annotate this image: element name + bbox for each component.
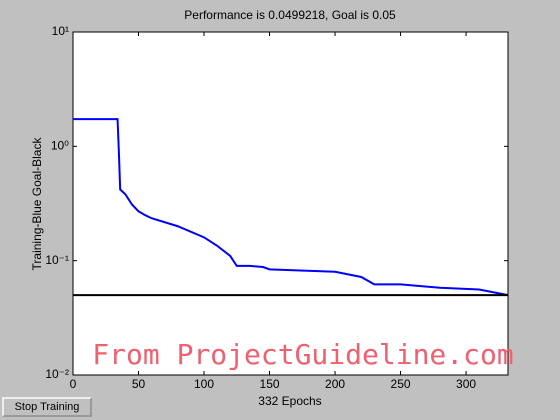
- y-tick-label: 10¹: [52, 24, 69, 38]
- y-tick-label: 10⁻¹: [45, 253, 69, 267]
- watermark: From ProjectGuideline.com: [92, 338, 513, 371]
- y-tick-label: 10⁻²: [45, 367, 69, 381]
- x-tick-label: 200: [325, 377, 345, 391]
- plot-area: [72, 31, 509, 376]
- y-tick-label: 10⁰: [51, 139, 69, 153]
- stop-training-button[interactable]: Stop Training: [2, 397, 92, 417]
- x-tick-label: 0: [70, 377, 77, 391]
- chart-title: Performance is 0.0499218, Goal is 0.05: [184, 8, 396, 22]
- training-line: [73, 118, 509, 297]
- y-axis-label: Training-Blue Goal-Black: [30, 137, 44, 271]
- x-tick-label: 50: [132, 377, 146, 391]
- x-tick-label: 250: [391, 377, 411, 391]
- x-axis-label: 332 Epochs: [258, 394, 321, 408]
- x-tick-label: 300: [456, 377, 476, 391]
- x-tick-label: 100: [194, 377, 214, 391]
- x-tick-label: 150: [260, 377, 280, 391]
